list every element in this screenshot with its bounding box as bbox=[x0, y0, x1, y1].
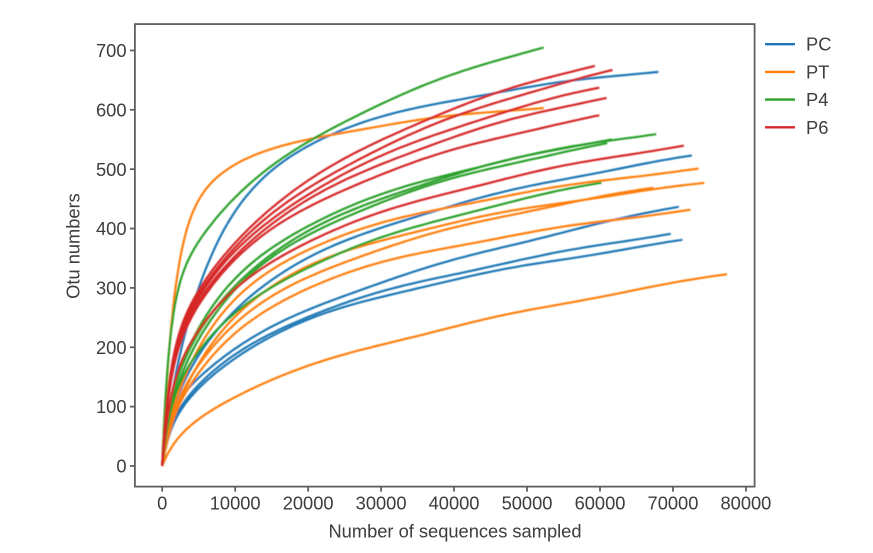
svg-text:20000: 20000 bbox=[283, 493, 334, 514]
svg-text:P6: P6 bbox=[806, 117, 828, 138]
svg-text:70000: 70000 bbox=[648, 493, 699, 514]
svg-text:600: 600 bbox=[96, 99, 127, 120]
svg-text:PT: PT bbox=[806, 61, 829, 82]
svg-text:400: 400 bbox=[96, 218, 127, 239]
svg-text:40000: 40000 bbox=[429, 493, 480, 514]
svg-text:500: 500 bbox=[96, 159, 127, 180]
svg-text:P4: P4 bbox=[806, 89, 828, 110]
svg-text:Otu numbers: Otu numbers bbox=[63, 193, 84, 299]
svg-text:0: 0 bbox=[157, 493, 167, 514]
svg-text:200: 200 bbox=[96, 337, 127, 358]
svg-text:30000: 30000 bbox=[356, 493, 407, 514]
svg-text:Number of sequences sampled: Number of sequences sampled bbox=[328, 521, 581, 542]
svg-text:300: 300 bbox=[96, 278, 127, 299]
svg-text:0: 0 bbox=[116, 456, 126, 477]
svg-text:700: 700 bbox=[96, 40, 127, 61]
svg-text:50000: 50000 bbox=[502, 493, 553, 514]
svg-text:10000: 10000 bbox=[210, 493, 261, 514]
svg-text:PC: PC bbox=[806, 34, 831, 55]
svg-text:60000: 60000 bbox=[575, 493, 626, 514]
svg-text:100: 100 bbox=[96, 396, 127, 417]
svg-text:80000: 80000 bbox=[721, 493, 772, 514]
